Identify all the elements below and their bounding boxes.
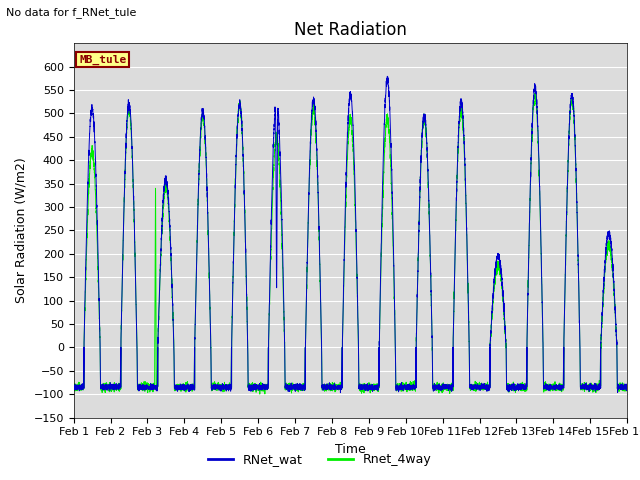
RNet_wat <box>474 384 482 390</box>
RNet_wat <box>332 383 339 389</box>
Rnet_4way <box>593 383 601 389</box>
Legend: RNet_wat, Rnet_4way: RNet_wat, Rnet_4way <box>203 448 437 471</box>
X-axis label: Time: Time <box>335 443 366 456</box>
Line: RNet_wat: RNet_wat <box>74 76 627 393</box>
Title: Net Radiation: Net Radiation <box>294 21 407 39</box>
Rnet_4way <box>474 386 482 392</box>
Rnet_4way <box>531 90 539 96</box>
Rnet_4way <box>258 385 266 391</box>
Y-axis label: Solar Radiation (W/m2): Solar Radiation (W/m2) <box>15 157 28 303</box>
Text: No data for f_RNet_tule: No data for f_RNet_tule <box>6 7 137 18</box>
RNet_wat <box>623 384 631 390</box>
Rnet_4way <box>600 281 608 287</box>
RNet_wat <box>70 384 77 389</box>
Line: Rnet_4way: Rnet_4way <box>74 93 627 394</box>
RNet_wat <box>593 386 601 392</box>
RNet_wat <box>600 278 608 284</box>
Rnet_4way <box>332 385 339 391</box>
RNet_wat <box>490 279 498 285</box>
Text: MB_tule: MB_tule <box>79 54 126 65</box>
RNet_wat <box>258 387 266 393</box>
Rnet_4way <box>623 384 631 390</box>
RNet_wat <box>384 73 392 79</box>
Rnet_4way <box>256 391 264 397</box>
Rnet_4way <box>70 385 77 391</box>
RNet_wat <box>337 390 344 396</box>
Rnet_4way <box>490 286 498 292</box>
